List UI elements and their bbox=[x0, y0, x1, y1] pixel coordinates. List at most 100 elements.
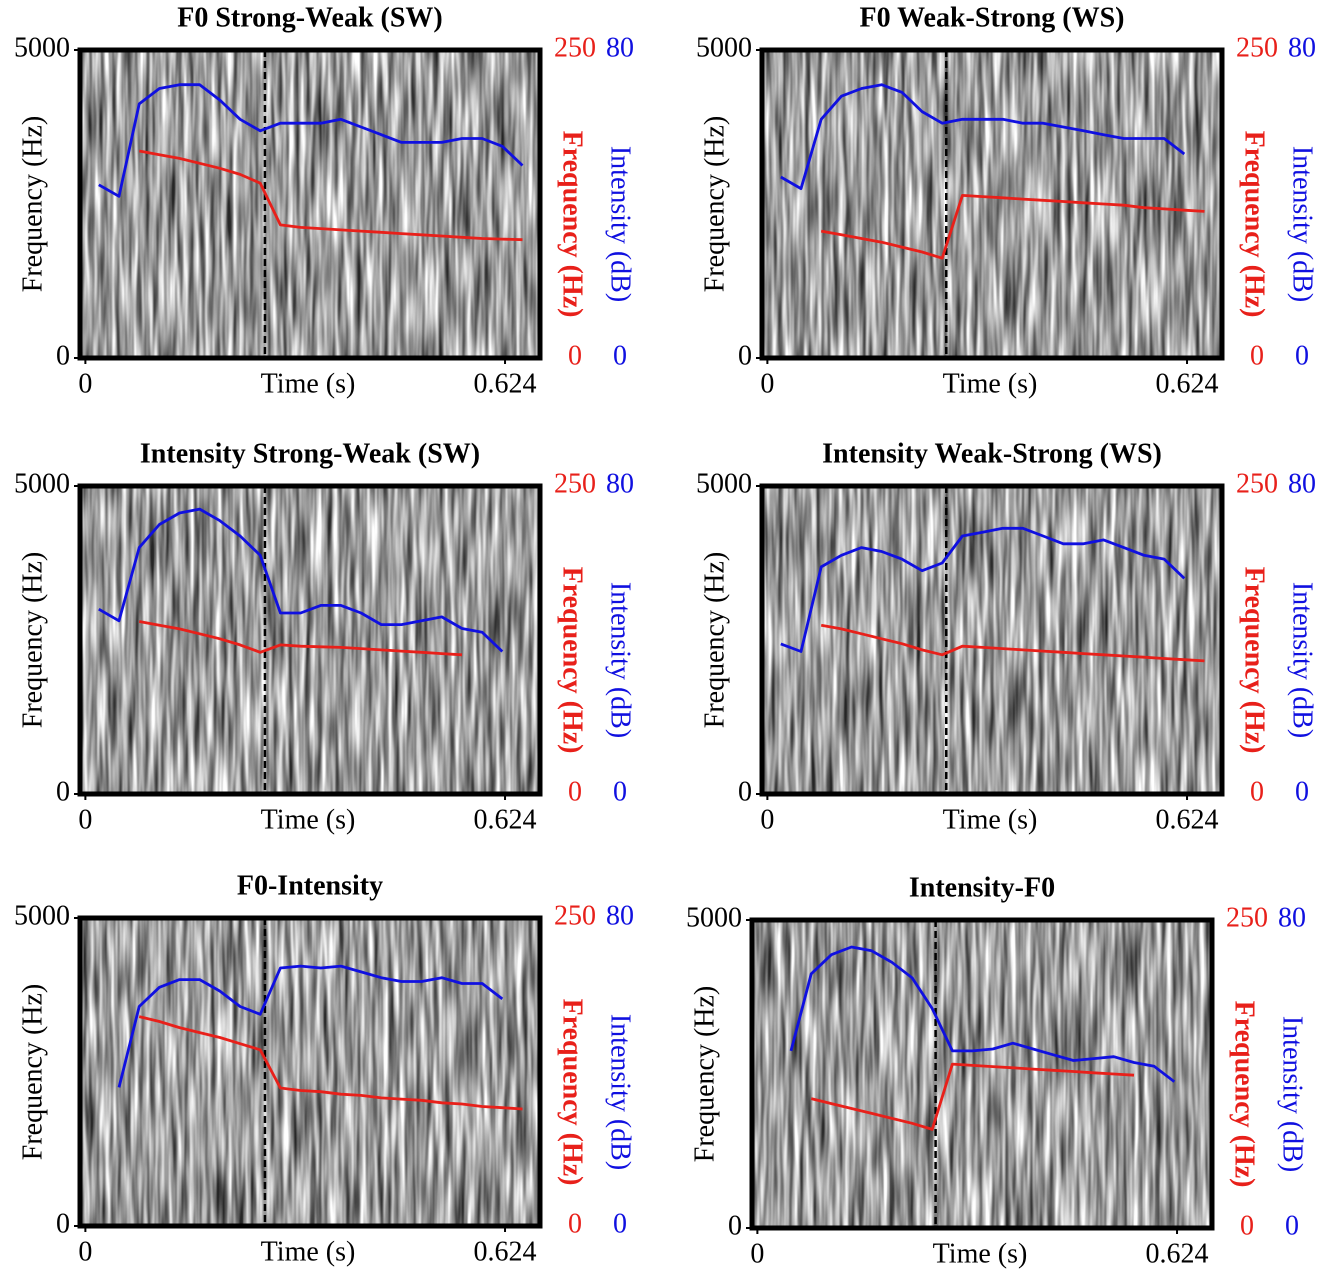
x-axis-label: Time (s) bbox=[933, 1238, 1028, 1269]
spectrogram bbox=[80, 486, 540, 794]
panel: F0 Weak-Strong (WS) 0 5000 0 250 0 80 0 0.624 Tim… bbox=[696, 2, 1318, 399]
y-axis-label: Frequency (Hz) bbox=[17, 984, 48, 1160]
y-tick-label: 0 bbox=[728, 1210, 742, 1241]
plot-frame bbox=[77, 915, 543, 1229]
y3-tick-label: 80 bbox=[606, 900, 634, 931]
y-tick-label: 0 bbox=[738, 776, 752, 807]
y3-tick-label: 80 bbox=[606, 468, 634, 499]
y3-tick-label: 80 bbox=[606, 32, 634, 63]
chart-title: F0-Intensity bbox=[237, 870, 383, 901]
y3-axis-label: Intensity (dB) bbox=[1277, 1016, 1308, 1172]
y2-axis-label: Frequency (Hz) bbox=[557, 567, 588, 754]
y2-tick-label: 0 bbox=[1250, 340, 1264, 371]
series-line bbox=[810, 1062, 1135, 1131]
chart-title: Intensity Strong-Weak (SW) bbox=[140, 438, 480, 469]
x-tick-label: 0 bbox=[78, 368, 92, 399]
spectrogram bbox=[80, 50, 540, 358]
y-tick-label: 5000 bbox=[14, 32, 70, 63]
spectrogram bbox=[752, 920, 1212, 1228]
y3-tick-label: 0 bbox=[613, 1208, 627, 1239]
y3-tick-label: 0 bbox=[1295, 776, 1309, 807]
series-line bbox=[820, 623, 1205, 663]
y3-tick-label: 80 bbox=[1288, 32, 1316, 63]
y2-tick-label: 250 bbox=[1236, 468, 1278, 499]
spectrogram bbox=[762, 50, 1222, 358]
y-tick-label: 0 bbox=[56, 776, 70, 807]
y2-tick-label: 0 bbox=[568, 340, 582, 371]
panel: Intensity-F0 0 5000 0 250 0 80 0 0.624 Time (s) Fr… bbox=[686, 872, 1308, 1269]
y3-tick-label: 0 bbox=[613, 340, 627, 371]
y2-axis-label: Frequency (Hz) bbox=[557, 131, 588, 318]
y2-tick-label: 0 bbox=[568, 1208, 582, 1239]
chart-title: Intensity Weak-Strong (WS) bbox=[822, 438, 1162, 469]
y2-axis-label: Frequency (Hz) bbox=[1229, 1001, 1260, 1188]
y-tick-label: 0 bbox=[56, 340, 70, 371]
y3-axis-label: Intensity (dB) bbox=[605, 1014, 636, 1170]
y2-tick-label: 250 bbox=[554, 32, 596, 63]
series-line bbox=[789, 945, 1176, 1083]
x-tick-label: 0 bbox=[78, 804, 92, 835]
spectrogram bbox=[80, 918, 540, 1226]
series-line bbox=[98, 507, 504, 653]
y-tick-label: 5000 bbox=[14, 468, 70, 499]
y2-axis-label: Frequency (Hz) bbox=[1239, 131, 1270, 318]
y3-tick-label: 80 bbox=[1288, 468, 1316, 499]
y-tick-label: 5000 bbox=[686, 902, 742, 933]
y2-tick-label: 0 bbox=[1250, 776, 1264, 807]
x-tick-label: 0 bbox=[78, 1236, 92, 1267]
y-axis-label: Frequency (Hz) bbox=[699, 116, 730, 292]
y2-tick-label: 250 bbox=[1236, 32, 1278, 63]
series-line bbox=[117, 964, 504, 1088]
series-line bbox=[138, 149, 523, 242]
plot-frame bbox=[749, 917, 1215, 1231]
y2-axis-label: Frequency (Hz) bbox=[1239, 567, 1270, 754]
y-axis-label: Frequency (Hz) bbox=[17, 552, 48, 728]
y-tick-label: 0 bbox=[56, 1208, 70, 1239]
x-tick-label: 0.624 bbox=[474, 1236, 537, 1267]
series-line bbox=[780, 83, 1186, 190]
chart-title: F0 Strong-Weak (SW) bbox=[177, 2, 443, 33]
plot-frame bbox=[77, 47, 543, 361]
y-tick-label: 0 bbox=[738, 340, 752, 371]
y2-tick-label: 250 bbox=[554, 900, 596, 931]
x-axis-label: Time (s) bbox=[261, 368, 356, 399]
y-tick-label: 5000 bbox=[14, 900, 70, 931]
chart-title: F0 Weak-Strong (WS) bbox=[860, 2, 1125, 33]
x-axis-label: Time (s) bbox=[943, 804, 1038, 835]
y3-axis-label: Intensity (dB) bbox=[1287, 582, 1318, 738]
x-tick-label: 0.624 bbox=[1156, 804, 1219, 835]
y-axis-label: Frequency (Hz) bbox=[17, 116, 48, 292]
y2-tick-label: 250 bbox=[554, 468, 596, 499]
x-tick-label: 0.624 bbox=[1146, 1238, 1209, 1269]
y3-tick-label: 0 bbox=[1285, 1210, 1299, 1241]
x-tick-label: 0 bbox=[760, 368, 774, 399]
y-axis-label: Frequency (Hz) bbox=[699, 552, 730, 728]
y3-axis-label: Intensity (dB) bbox=[605, 146, 636, 302]
y3-tick-label: 0 bbox=[613, 776, 627, 807]
x-tick-label: 0.624 bbox=[474, 368, 537, 399]
series-line bbox=[780, 526, 1186, 653]
x-tick-label: 0 bbox=[750, 1238, 764, 1269]
x-axis-label: Time (s) bbox=[943, 368, 1038, 399]
series-line bbox=[138, 1015, 523, 1111]
y-axis-label: Frequency (Hz) bbox=[689, 986, 720, 1162]
plot-frame bbox=[77, 483, 543, 797]
series-line bbox=[138, 620, 463, 657]
plot-frame bbox=[759, 483, 1225, 797]
x-axis-label: Time (s) bbox=[261, 804, 356, 835]
y2-axis-label: Frequency (Hz) bbox=[557, 999, 588, 1186]
spectrogram bbox=[762, 486, 1222, 794]
chart-title: Intensity-F0 bbox=[909, 872, 1055, 903]
y-tick-label: 5000 bbox=[696, 32, 752, 63]
y2-tick-label: 0 bbox=[1240, 1210, 1254, 1241]
x-tick-label: 0.624 bbox=[1156, 368, 1219, 399]
x-tick-label: 0.624 bbox=[474, 804, 537, 835]
y3-tick-label: 80 bbox=[1278, 902, 1306, 933]
x-tick-label: 0 bbox=[760, 804, 774, 835]
panel: F0 Strong-Weak (SW) 0 5000 0 250 0 80 0 0.624 Tim… bbox=[14, 2, 636, 399]
series-line bbox=[98, 83, 524, 198]
y3-tick-label: 0 bbox=[1295, 340, 1309, 371]
